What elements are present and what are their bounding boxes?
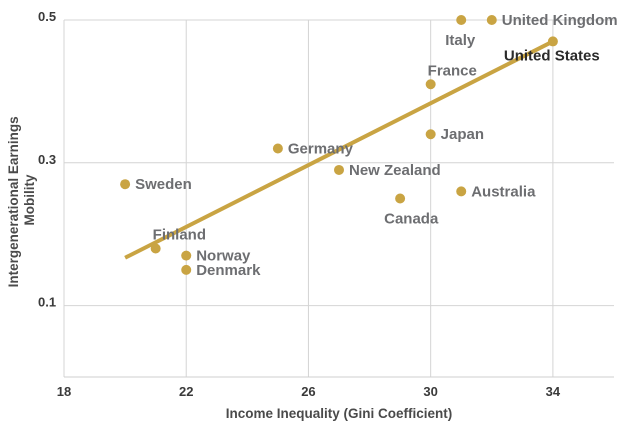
data-point: [456, 15, 467, 25]
x-tick-label: 34: [546, 384, 561, 399]
data-point-group: Italy: [445, 15, 476, 49]
data-point-group: Norway: [181, 248, 251, 265]
data-point: [181, 250, 192, 261]
data-label: Canada: [384, 211, 439, 228]
data-point: [272, 143, 283, 154]
x-tick-label: 22: [179, 384, 193, 399]
data-label: Denmark: [196, 262, 261, 279]
x-tick-label: 30: [423, 384, 437, 399]
data-label: Norway: [196, 248, 251, 265]
data-label: Finland: [153, 226, 206, 243]
data-point-group: Germany: [272, 141, 354, 158]
data-point: [150, 243, 161, 254]
trend-line: [124, 39, 554, 260]
x-axis-title: Income Inequality (Gini Coefficient): [226, 406, 453, 421]
data-point: [547, 36, 558, 47]
data-label: Australia: [471, 183, 536, 200]
data-point: [456, 186, 467, 197]
data-point-group: France: [425, 62, 477, 90]
data-point: [181, 264, 192, 275]
data-point: [425, 79, 436, 90]
y-axis-title: Intergenerational Earnings Mobility: [6, 113, 37, 288]
data-point-group: New Zealand: [334, 162, 441, 179]
data-point: [486, 15, 497, 25]
data-point: [120, 179, 131, 190]
y-tick-label: 0.1: [38, 295, 56, 310]
data-label: Sweden: [135, 176, 192, 193]
data-point: [395, 193, 406, 204]
y-axis-title-line-1: Intergenerational Earnings: [6, 116, 21, 287]
data-label: France: [428, 62, 477, 79]
data-point-group: Denmark: [181, 262, 261, 279]
data-label: New Zealand: [349, 162, 441, 179]
data-point-group: Canada: [384, 193, 439, 228]
data-point-group: Sweden: [120, 176, 192, 193]
y-tick-label: 0.5: [38, 9, 56, 24]
data-label: Japan: [441, 126, 484, 143]
data-points: Italy United Kingdom United States France Ja…: [120, 12, 618, 279]
x-tick-label: 26: [301, 384, 315, 399]
data-label: Italy: [445, 32, 476, 49]
data-label: Germany: [288, 141, 354, 158]
data-point-group: United Kingdom: [486, 12, 618, 29]
data-point-group: Japan: [425, 126, 484, 143]
y-axis-title-line-2: Mobility: [22, 174, 37, 225]
data-point-group: United States: [504, 36, 600, 64]
data-point: [334, 164, 344, 175]
data-label: United Kingdom: [502, 12, 618, 29]
data-label: United States: [504, 47, 600, 64]
x-tick-label: 18: [57, 384, 71, 399]
data-point-group: Australia: [456, 183, 536, 200]
y-tick-label: 0.3: [38, 152, 56, 167]
tick-labels: 18 22 26 30 34 0.1 0.3 0.5: [38, 9, 561, 399]
data-point: [425, 129, 436, 140]
data-point-group: Finland: [150, 226, 206, 254]
